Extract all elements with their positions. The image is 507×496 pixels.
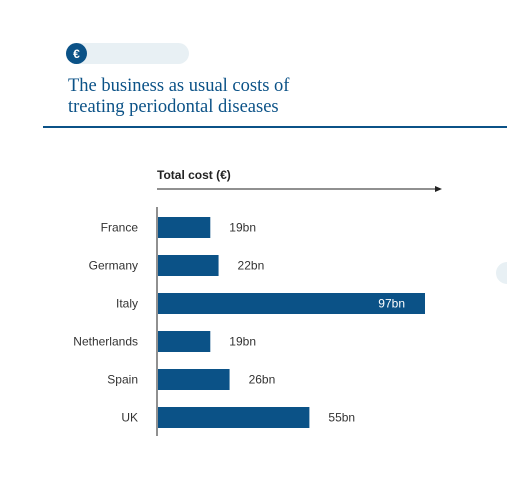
title-line-2: treating periodontal diseases	[68, 97, 279, 117]
bar-uk	[158, 407, 310, 428]
bar-netherlands	[158, 331, 211, 352]
category-label-spain: Spain	[107, 373, 138, 387]
x-axis-arrow-head	[435, 186, 442, 192]
x-axis-title: Total cost (€)	[157, 168, 231, 182]
bar-france	[158, 217, 211, 238]
value-label-germany: 22bn	[238, 259, 265, 273]
value-label-uk: 55bn	[328, 411, 355, 425]
category-label-germany: Germany	[89, 259, 138, 273]
value-label-italy: 97bn	[378, 297, 405, 311]
bar-germany	[158, 255, 219, 276]
value-label-france: 19bn	[229, 221, 256, 235]
badge-pill	[66, 43, 189, 64]
category-label-italy: Italy	[116, 297, 138, 311]
value-label-netherlands: 19bn	[229, 335, 256, 349]
category-label-netherlands: Netherlands	[73, 335, 138, 349]
value-label-spain: 26bn	[249, 373, 276, 387]
bars-group: France 19bn Germany 22bn Italy 97bn Netherland…	[73, 217, 425, 428]
page-title: The business as usual costs of treating …	[68, 76, 428, 118]
bar-spain	[158, 369, 230, 390]
euro-icon: €	[66, 43, 87, 64]
bar-italy	[158, 293, 425, 314]
category-label-france: France	[101, 221, 139, 235]
title-line-1: The business as usual costs of	[68, 76, 290, 96]
category-label-uk: UK	[121, 411, 138, 425]
title-divider	[43, 126, 507, 128]
decorative-circle	[496, 262, 507, 284]
